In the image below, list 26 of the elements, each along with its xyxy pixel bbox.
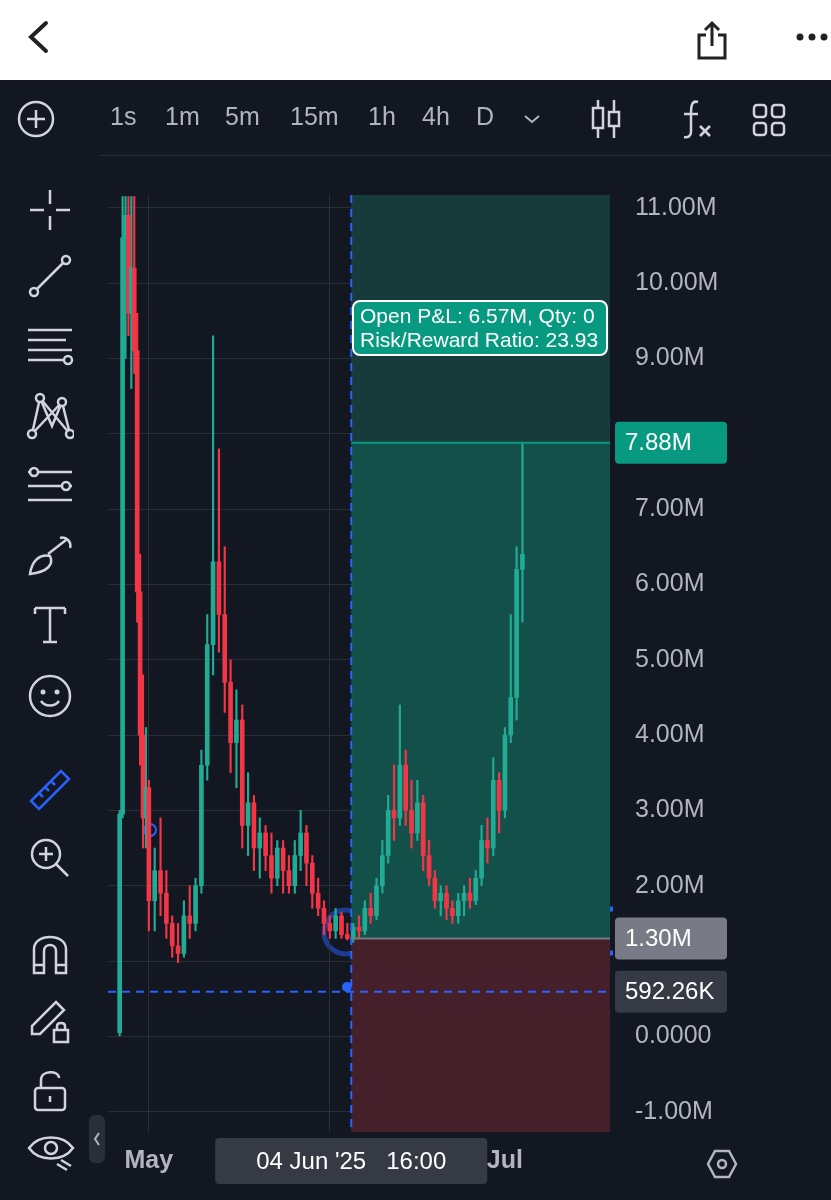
text: 5m	[225, 102, 260, 131]
text: 1s	[110, 102, 137, 131]
text: D	[476, 102, 495, 131]
y-tick-label: 9.00M	[635, 342, 705, 371]
y-tick-label: 6.00M	[635, 568, 705, 597]
x-tick-label: Jul	[486, 1144, 523, 1173]
y-tick-label: 4.00M	[635, 718, 705, 747]
y-tick-label: 5.00M	[635, 643, 705, 672]
ref-line-label: 7.88M	[625, 428, 692, 456]
x-tick-label: May	[124, 1144, 174, 1173]
text: 15m	[290, 102, 339, 131]
annotation: Open P&L: 6.57M, Qty: 0	[360, 304, 596, 328]
ref-line-label: 1.30M	[625, 924, 692, 952]
text: 1m	[165, 102, 200, 131]
ref-line-label: 592.26K	[625, 977, 715, 1005]
annotation: Risk/Reward Ratio: 23.93	[360, 328, 600, 352]
y-tick-label: 3.00M	[635, 794, 705, 823]
text: 4h	[422, 102, 450, 131]
text: 1h	[368, 102, 396, 131]
y-tick-label: 10.00M	[635, 267, 719, 296]
y-tick-label: -1.00M	[635, 1095, 713, 1124]
y-tick-label: 2.00M	[635, 869, 705, 898]
y-tick-label: 0.0000	[635, 1020, 712, 1049]
ref-line-label: 04 Jun '25 16:00	[256, 1146, 447, 1174]
y-tick-label: 11.00M	[635, 191, 717, 220]
y-tick-label: 7.00M	[635, 492, 705, 521]
